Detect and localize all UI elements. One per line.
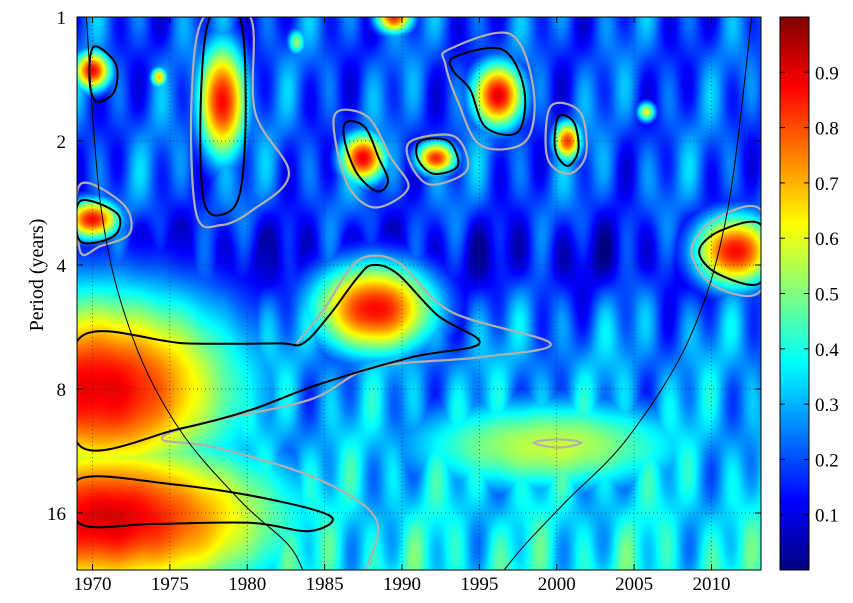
y-tick-label: 1 bbox=[57, 8, 67, 29]
contour-95 bbox=[342, 120, 389, 193]
coi-left-line bbox=[85, 17, 304, 570]
contour-95 bbox=[415, 137, 460, 175]
contour-90 bbox=[441, 31, 536, 151]
y-axis-title: Period (years) bbox=[26, 219, 48, 332]
colorbar-tick-label: 0.5 bbox=[815, 285, 839, 306]
colorbar-tick-label: 0.7 bbox=[815, 174, 839, 195]
coi-right-line bbox=[503, 17, 753, 570]
x-tick-label: 1975 bbox=[151, 574, 189, 595]
contour-90 bbox=[189, 17, 291, 229]
contour-90 bbox=[690, 204, 761, 298]
x-tick-label: 2010 bbox=[692, 574, 730, 595]
y-tick-label: 4 bbox=[57, 256, 67, 277]
grid-lines bbox=[77, 17, 761, 570]
x-tick-label: 1995 bbox=[460, 574, 498, 595]
x-tick-label: 1970 bbox=[73, 574, 111, 595]
colorbar-tick-label: 0.6 bbox=[815, 229, 839, 250]
colorbar-tick-label: 0.8 bbox=[815, 119, 839, 140]
y-tick-label: 16 bbox=[47, 504, 66, 525]
contour-95 bbox=[77, 475, 334, 533]
colorbar-tick-label: 0.2 bbox=[815, 450, 839, 471]
colorbar-tick-label: 0.3 bbox=[815, 395, 839, 416]
x-tick-label: 2005 bbox=[615, 574, 653, 595]
colorbar-tick-label: 0.1 bbox=[815, 506, 839, 527]
contour-95 bbox=[77, 199, 122, 245]
contour-90 bbox=[77, 181, 133, 257]
contour-95 bbox=[199, 17, 247, 217]
contour-90 bbox=[160, 254, 552, 570]
significance-90-contours bbox=[77, 17, 761, 570]
contour-95 bbox=[77, 263, 481, 452]
heatmap-layer bbox=[77, 17, 761, 570]
x-tick-label: 1985 bbox=[306, 574, 344, 595]
contour-90 bbox=[544, 101, 588, 175]
x-axis: 1970 1975 1980 1985 1990 1995 2000 2005 2010 bbox=[73, 17, 730, 595]
y-axis: 1 2 4 8 16 bbox=[47, 8, 761, 525]
contour-90 bbox=[405, 133, 470, 186]
y-tick-label: 8 bbox=[57, 380, 67, 401]
x-tick-label: 1990 bbox=[383, 574, 421, 595]
colorbar-tick-label: 0.9 bbox=[815, 63, 839, 84]
x-tick-label: 2000 bbox=[538, 574, 576, 595]
contour-95 bbox=[553, 114, 580, 168]
contour-95 bbox=[448, 46, 527, 136]
contour-90 bbox=[332, 108, 410, 209]
cone-of-influence bbox=[85, 17, 753, 570]
colorbar-ticks: 0.1 0.2 0.3 0.4 0.5 0.6 0.7 0.8 0.9 bbox=[780, 63, 839, 527]
contour-95 bbox=[88, 45, 119, 103]
x-tick-label: 1980 bbox=[228, 574, 266, 595]
colorbar: 0.1 0.2 0.3 0.4 0.5 0.6 0.7 0.8 0.9 bbox=[779, 16, 839, 571]
heatmap-canvas bbox=[77, 17, 761, 570]
plot-frame bbox=[76, 16, 762, 571]
y-tick-label: 2 bbox=[57, 132, 67, 153]
contour-90 bbox=[532, 438, 583, 449]
colorbar-tick-label: 0.4 bbox=[815, 340, 839, 361]
